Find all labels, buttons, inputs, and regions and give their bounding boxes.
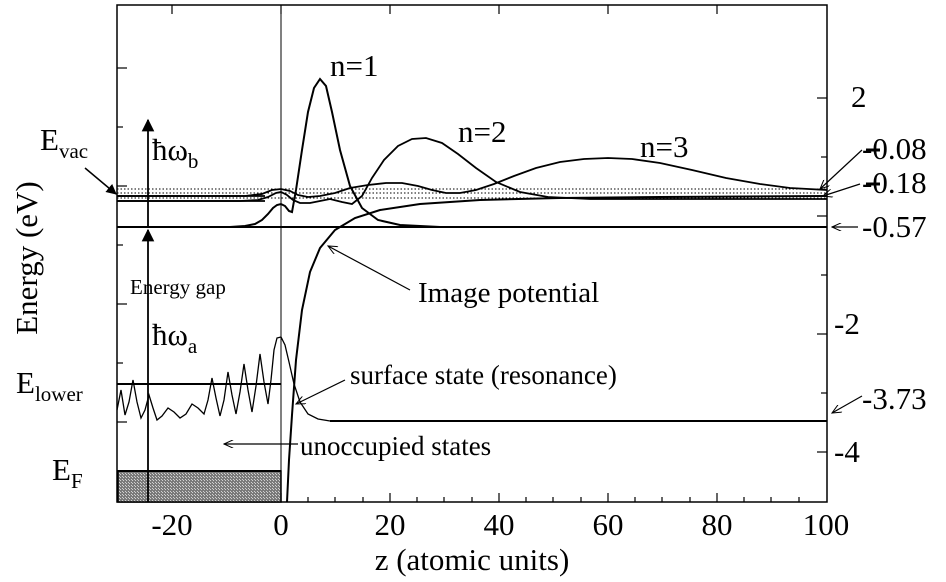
- y-tick-label: -4: [834, 434, 860, 469]
- surface-state-pointer: [296, 379, 346, 405]
- y-tick-labels: 2 -2 -4: [834, 79, 867, 469]
- image-potential-pointer: [328, 246, 411, 291]
- n3-label: n=3: [640, 129, 688, 164]
- level-n3-value: -0.08: [862, 131, 927, 166]
- x-tick-label: 40: [484, 507, 515, 542]
- level-n3-pointer: [820, 149, 863, 189]
- y-tick-label: -2: [834, 306, 860, 341]
- level-n2-value: -0.18: [862, 165, 927, 200]
- wavefunction-n3: [117, 157, 828, 198]
- image-potential-label: Image potential: [418, 277, 599, 309]
- n1-label: n=1: [330, 48, 378, 83]
- image-potential-curve: [286, 195, 828, 503]
- surface-level-value: -3.73: [862, 381, 927, 416]
- x-tick-label: 80: [702, 507, 733, 542]
- plot-frame: [116, 4, 828, 503]
- occupied-states-region: [117, 470, 282, 503]
- elower-label: Elower: [16, 365, 83, 406]
- wavefunction-n1: [117, 77, 827, 228]
- surface-state-wavefunction: [116, 336, 331, 422]
- energy-gap-label: Energy gap: [130, 275, 226, 299]
- ef-label: EF: [52, 452, 83, 493]
- x-tick-label: 100: [803, 507, 850, 542]
- y-axis-label: Energy (eV): [9, 181, 44, 335]
- surface-state-label: surface state (resonance): [350, 360, 617, 390]
- level-dotted-lines: [117, 188, 827, 228]
- evac-arrow: [84, 167, 117, 195]
- level-value-labels: -0.08 -0.18 -0.57 -3.73: [862, 131, 927, 416]
- x-axis-label: z (atomic units): [375, 542, 570, 577]
- surface-level-pointer: [832, 395, 863, 413]
- n2-label: n=2: [458, 114, 506, 149]
- hw-b-label: ħωb: [152, 132, 198, 173]
- level-n1-value: -0.57: [862, 209, 927, 244]
- x-tick-marks: [144, 5, 800, 502]
- wavefunction-n2: [117, 137, 827, 205]
- evac-label: Evac: [40, 122, 88, 163]
- unoccupied-states-label: unoccupied states: [300, 431, 491, 461]
- y-tick-label: 2: [851, 79, 867, 114]
- hw-a-label: ħωa: [152, 317, 198, 358]
- x-tick-label: -20: [151, 507, 192, 542]
- x-tick-label: 60: [593, 507, 624, 542]
- x-tick-label: 0: [273, 507, 289, 542]
- x-tick-label: 20: [375, 507, 406, 542]
- x-tick-labels: -20 0 20 40 60 80 100: [151, 507, 849, 542]
- level-n2-pointer: [823, 183, 861, 196]
